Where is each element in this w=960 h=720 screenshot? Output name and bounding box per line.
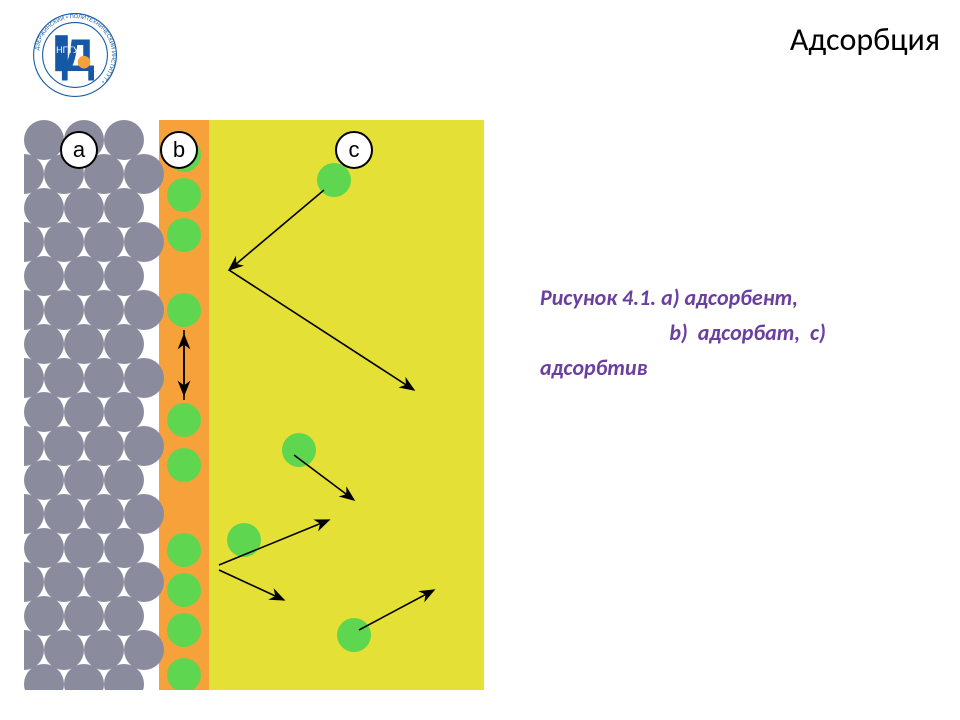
svg-text:c: c bbox=[349, 137, 360, 162]
figure-caption: Рисунок 4.1. а) адсорбент, b) адсорбат, … bbox=[540, 280, 920, 386]
institute-logo: ДЗЕРЖИНСКИЙ • ПОЛИТЕХНИЧЕСКИЙ ИНСТИТУТ •… bbox=[30, 10, 120, 100]
svg-text:НГТУ: НГТУ bbox=[56, 45, 79, 55]
svg-text:a: a bbox=[73, 137, 86, 162]
caption-line-2: b) адсорбат, с) bbox=[540, 319, 826, 346]
caption-line-3: адсорбтив bbox=[540, 354, 648, 381]
caption-line-1: Рисунок 4.1. а) адсорбент, bbox=[540, 284, 798, 311]
adsorption-diagram: a b c bbox=[24, 120, 484, 690]
svg-text:b: b bbox=[173, 137, 185, 162]
page-title: Адсорбция bbox=[790, 20, 940, 59]
